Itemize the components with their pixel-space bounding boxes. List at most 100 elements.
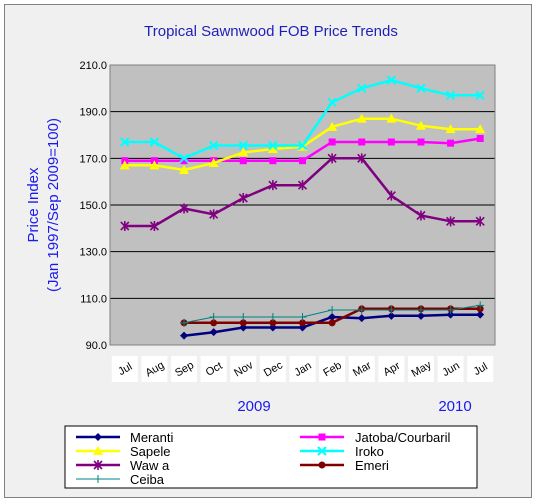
data-point: [417, 138, 425, 146]
data-point: [94, 433, 102, 441]
data-point: [357, 306, 366, 314]
y-tick-label: 130.0: [79, 247, 107, 259]
plot-border: [109, 64, 496, 346]
legend-item: Iroko: [300, 444, 384, 459]
data-point: [299, 157, 306, 165]
data-point: [356, 113, 367, 123]
data-point: [208, 140, 219, 151]
x-tick-box: [467, 356, 494, 382]
data-point: [209, 328, 218, 337]
data-point: [318, 433, 326, 441]
data-point: [238, 147, 249, 157]
legend-item: Waw a: [76, 458, 170, 473]
y-tick-label: 190.0: [79, 107, 107, 119]
data-point: [268, 140, 278, 151]
data-point: [358, 138, 366, 146]
data-point: [328, 138, 336, 146]
legend-label: Ceiba: [130, 472, 165, 487]
y-tick-label: 210.0: [79, 60, 107, 72]
legend-item: Ceiba: [76, 472, 165, 487]
data-point: [209, 313, 218, 321]
data-point: [386, 190, 396, 201]
x-tick-box: [407, 356, 434, 382]
series-waw-a: [120, 153, 485, 231]
data-point: [239, 313, 248, 321]
data-point: [297, 140, 308, 151]
year-label-2009: 2009: [237, 398, 270, 415]
x-tick-box: [171, 356, 198, 382]
y-tick-label: 170.0: [79, 153, 107, 165]
data-point: [386, 113, 397, 123]
data-point: [446, 310, 455, 319]
legend-label: Sapele: [130, 444, 170, 459]
x-tick-box: [319, 356, 346, 382]
series-meranti: [180, 310, 485, 340]
data-point: [327, 97, 337, 108]
data-point: [238, 140, 248, 151]
data-point: [210, 319, 218, 327]
data-point: [208, 158, 219, 167]
x-tick-box: [289, 356, 316, 382]
legend-label: Iroko: [355, 444, 384, 459]
data-point: [269, 319, 277, 327]
data-point: [416, 311, 425, 320]
data-point: [209, 209, 219, 220]
data-point: [445, 90, 456, 101]
legend-box: [64, 425, 478, 489]
data-point: [387, 311, 396, 320]
data-point: [387, 138, 395, 146]
data-point: [328, 306, 337, 314]
series-iroko: [120, 75, 485, 164]
data-point: [357, 153, 367, 164]
x-axis: Jul Aug Sep Oct Nov Dec Jan Feb Mar Apr May Jun Jul: [111, 356, 494, 382]
data-point: [179, 165, 190, 174]
data-point: [357, 314, 366, 323]
data-point: [180, 157, 188, 165]
data-point: [387, 306, 396, 314]
data-point: [317, 446, 327, 456]
x-tick-box: [378, 356, 405, 382]
y-axis-label-line2: (Jan 1997/Sep 2009=100): [45, 118, 62, 292]
legend-label: Waw a: [130, 458, 170, 473]
series-ceiba: [180, 301, 485, 327]
legend-item: Meranti: [76, 430, 173, 445]
y-tick-label: 110.0: [80, 293, 107, 305]
data-point: [476, 135, 484, 142]
data-point: [299, 319, 306, 327]
data-point: [120, 221, 130, 231]
data-point: [327, 121, 338, 131]
x-tick-box: [200, 356, 227, 382]
data-point: [327, 153, 337, 164]
legend-label: Meranti: [130, 430, 173, 445]
data-point: [476, 301, 485, 310]
data-point: [149, 137, 160, 147]
data-point: [149, 160, 160, 170]
data-point: [94, 475, 102, 483]
legend-item: Emeri: [300, 458, 389, 473]
legend-item: Jatoba/Courbaril: [300, 430, 450, 445]
data-point: [445, 124, 456, 134]
data-point: [93, 460, 103, 470]
data-point: [239, 319, 247, 327]
data-point: [475, 216, 485, 227]
data-point: [416, 306, 425, 314]
data-point: [268, 313, 277, 321]
y-axis-label-line1: Price Index: [25, 167, 42, 243]
data-point: [298, 313, 307, 321]
data-point: [475, 90, 485, 101]
x-tick-box: [348, 356, 375, 382]
data-point: [238, 193, 248, 203]
x-tick-box: [230, 356, 257, 382]
x-tick-box: [259, 356, 286, 382]
data-point: [93, 446, 103, 455]
data-point: [447, 139, 455, 147]
data-point: [180, 331, 189, 340]
x-tick-box: [111, 356, 138, 382]
data-point: [268, 180, 278, 191]
chart-title: Tropical Sawnwood FOB Price Trends: [144, 23, 398, 40]
data-point: [267, 144, 278, 153]
data-point: [415, 120, 426, 130]
x-tick-box: [141, 356, 168, 382]
data-point: [297, 180, 308, 191]
